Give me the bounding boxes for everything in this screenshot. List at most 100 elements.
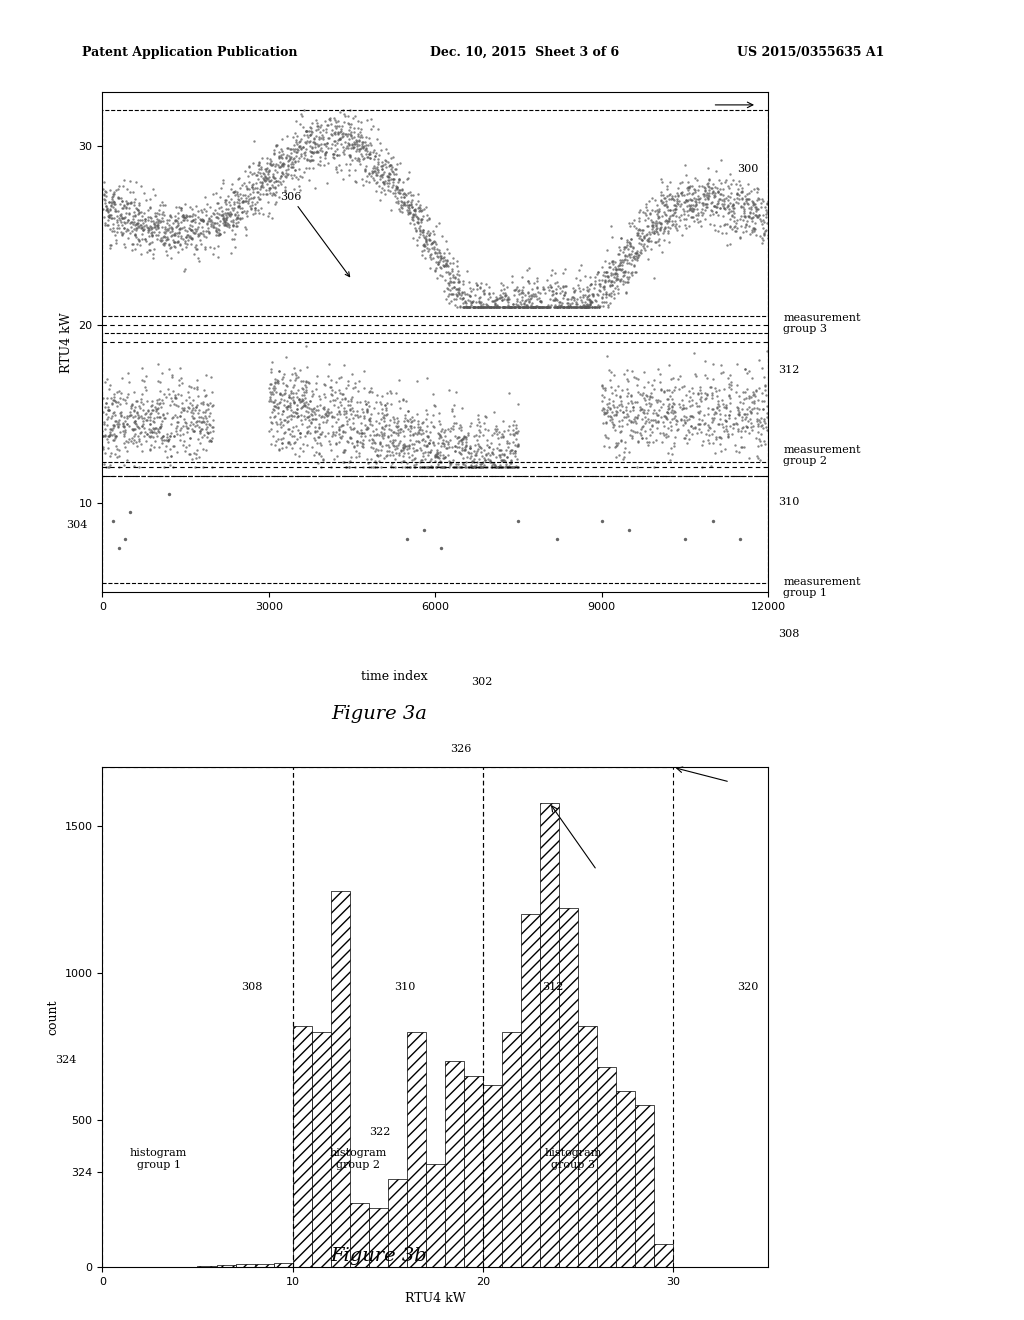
Point (759, 202, 775, 223)
Point (650, 230, 667, 251)
Point (182, 205, 199, 226)
Point (449, 437, 465, 458)
Point (168, 395, 184, 416)
Point (193, 209, 209, 230)
Point (400, 201, 417, 222)
Point (119, 387, 135, 408)
Point (316, 147, 333, 168)
Point (370, 152, 386, 173)
Point (361, 164, 378, 185)
Point (288, 145, 304, 166)
Point (393, 418, 410, 440)
Point (189, 247, 206, 268)
Point (295, 137, 311, 158)
Point (757, 430, 773, 451)
Point (486, 418, 503, 440)
Point (447, 284, 464, 305)
Point (96, 213, 113, 234)
Point (453, 296, 469, 317)
Point (500, 457, 516, 478)
Point (449, 457, 465, 478)
Point (247, 198, 263, 219)
Point (433, 457, 450, 478)
Point (455, 451, 471, 473)
Point (150, 420, 166, 441)
Point (568, 296, 585, 317)
Point (284, 438, 300, 459)
Point (451, 272, 467, 293)
Point (374, 425, 390, 446)
Point (602, 292, 618, 313)
Point (374, 154, 390, 176)
Point (221, 191, 238, 213)
Point (205, 215, 221, 236)
Point (184, 420, 201, 441)
Point (205, 216, 221, 238)
Point (645, 211, 662, 232)
Point (753, 408, 769, 429)
Point (688, 393, 705, 414)
Point (317, 119, 334, 140)
Point (177, 231, 194, 252)
Point (382, 380, 398, 401)
Point (422, 421, 438, 442)
Point (195, 418, 211, 440)
Point (759, 420, 775, 441)
Point (630, 430, 646, 451)
Point (384, 176, 400, 197)
Point (324, 137, 340, 158)
Point (404, 437, 421, 458)
Point (751, 198, 767, 219)
Point (108, 426, 124, 447)
Point (243, 198, 259, 219)
Point (376, 424, 392, 445)
Point (608, 400, 625, 421)
Point (241, 189, 257, 210)
Point (148, 389, 165, 411)
Point (444, 450, 461, 471)
Point (156, 234, 172, 255)
Point (441, 279, 458, 300)
Point (299, 127, 315, 148)
Point (431, 242, 447, 263)
Point (328, 434, 344, 455)
Point (336, 440, 352, 461)
Point (361, 380, 378, 401)
Point (446, 457, 463, 478)
Point (462, 290, 478, 312)
Point (641, 385, 657, 407)
Point (337, 388, 353, 409)
Point (186, 209, 203, 230)
Point (225, 197, 242, 218)
Point (684, 405, 700, 426)
Point (390, 172, 407, 193)
Point (606, 267, 623, 288)
Point (319, 115, 336, 136)
Point (292, 131, 308, 152)
Point (436, 420, 453, 441)
Point (539, 296, 555, 317)
Point (733, 215, 750, 236)
Point (636, 403, 652, 424)
Point (622, 234, 638, 255)
Point (647, 201, 664, 222)
Point (191, 223, 208, 244)
Point (103, 425, 120, 446)
Point (126, 224, 142, 246)
Point (258, 160, 274, 181)
Point (295, 100, 311, 121)
Point (598, 412, 614, 433)
Point (678, 164, 694, 185)
Point (568, 296, 585, 317)
Point (658, 407, 675, 428)
Point (580, 296, 596, 317)
Point (637, 389, 653, 411)
Point (215, 173, 231, 194)
Point (526, 285, 543, 306)
Point (151, 213, 167, 234)
Point (525, 296, 542, 317)
Point (649, 213, 666, 234)
Point (159, 244, 175, 265)
Point (114, 223, 130, 244)
Point (614, 401, 631, 422)
